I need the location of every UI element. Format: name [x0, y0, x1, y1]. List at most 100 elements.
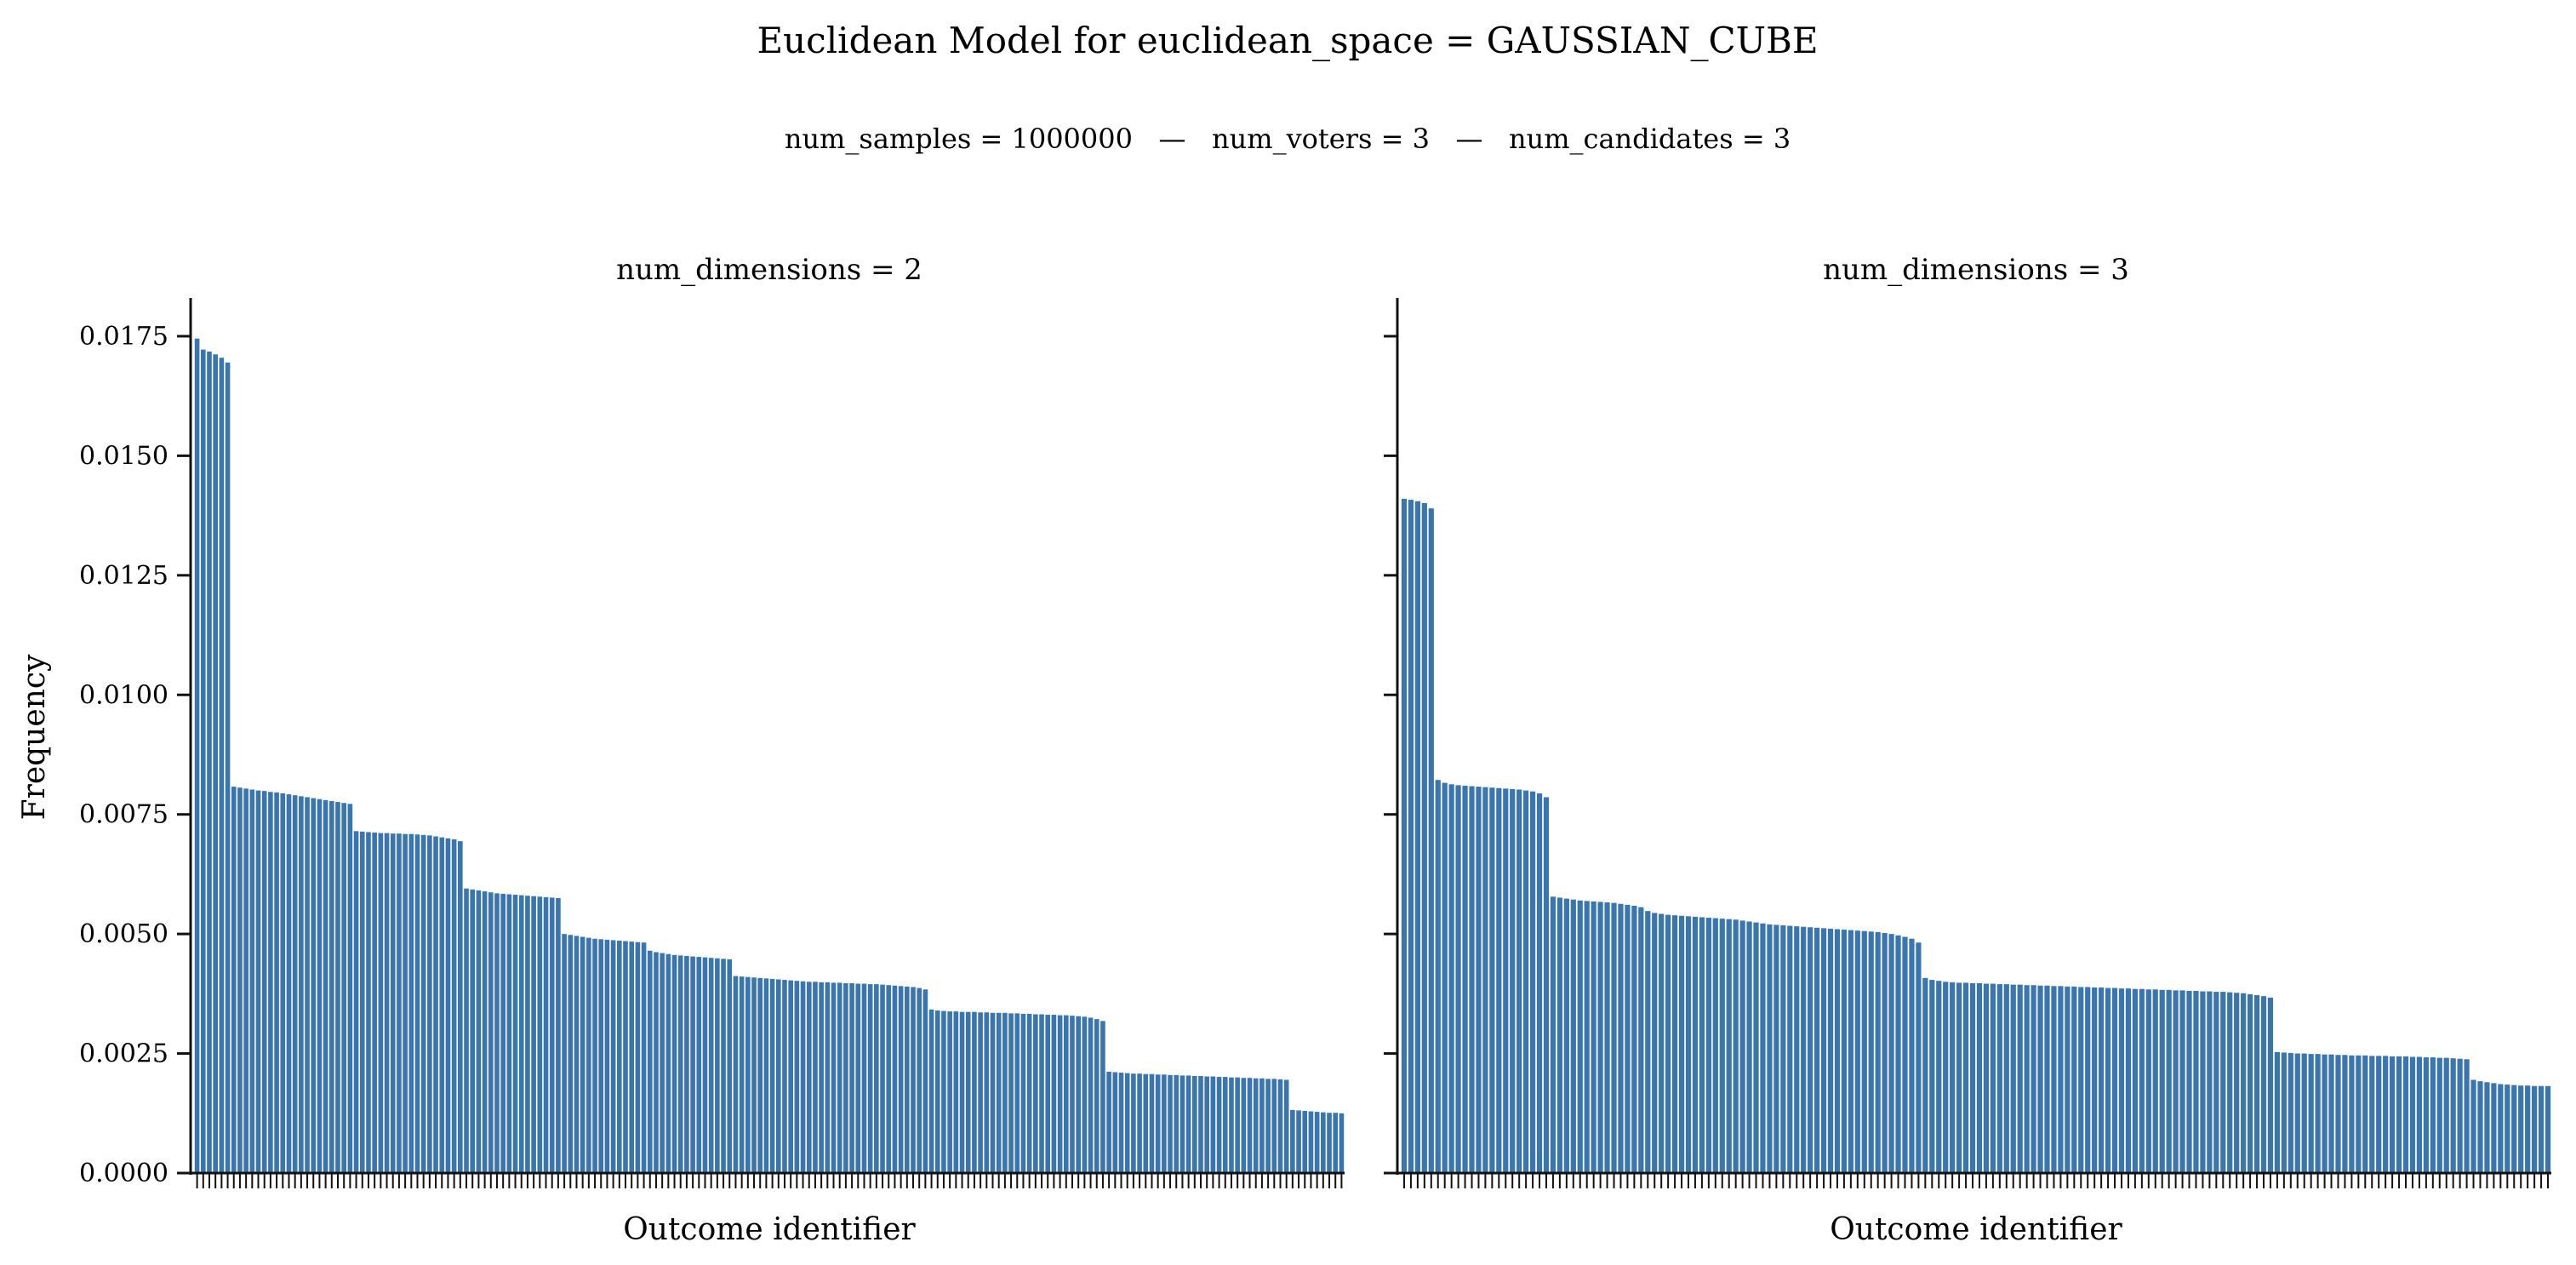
bar — [874, 984, 879, 1173]
bar — [2044, 985, 2050, 1173]
bar — [794, 981, 800, 1173]
bar — [2139, 988, 2145, 1173]
bar — [1408, 500, 1414, 1173]
bar — [433, 836, 438, 1173]
bar — [2207, 991, 2213, 1173]
bar — [813, 982, 818, 1173]
x-axis-label: Outcome identifier — [1830, 1212, 2122, 1247]
bar — [1611, 902, 1617, 1173]
bar — [1204, 1076, 1209, 1173]
bar — [665, 953, 671, 1173]
bar — [660, 953, 665, 1173]
bar — [1482, 787, 1488, 1173]
bar — [1448, 784, 1454, 1173]
bar — [372, 833, 377, 1173]
bar — [2477, 1081, 2483, 1173]
bar — [867, 984, 873, 1173]
bar — [1841, 930, 1848, 1173]
bar — [1094, 1019, 1100, 1173]
bar — [1652, 913, 1658, 1173]
bar — [586, 937, 591, 1173]
bar — [359, 831, 365, 1173]
bar — [341, 803, 346, 1173]
bar — [243, 788, 248, 1173]
bar — [1296, 1110, 1301, 1173]
bar — [2356, 1055, 2362, 1173]
bar — [1820, 928, 1827, 1173]
chart-subtitle: num_samples = 1000000 — num_voters = 3 —… — [785, 123, 1791, 155]
bar — [2010, 984, 2016, 1173]
bar — [305, 797, 310, 1173]
bar — [843, 982, 848, 1173]
bar — [702, 957, 708, 1173]
bar — [2024, 985, 2030, 1173]
bar — [2118, 988, 2125, 1173]
bar — [684, 955, 689, 1173]
bars — [194, 338, 1345, 1174]
bar — [1327, 1113, 1332, 1173]
chart-title: Euclidean Model for euclidean_space = GA… — [757, 20, 1818, 61]
bar — [1235, 1077, 1240, 1173]
bar — [2288, 1053, 2293, 1173]
bar — [629, 942, 634, 1173]
bar — [1290, 1109, 1295, 1173]
bar — [880, 984, 885, 1173]
bar — [543, 896, 549, 1173]
bar — [1719, 919, 1725, 1173]
bar — [403, 833, 408, 1173]
bar — [1922, 977, 1928, 1173]
bar — [1039, 1014, 1044, 1173]
bar — [2247, 993, 2253, 1173]
bar — [1618, 903, 1624, 1173]
bar — [1333, 1113, 1339, 1173]
bar — [408, 833, 414, 1173]
bar — [1283, 1079, 1289, 1173]
bar — [274, 792, 279, 1173]
bar — [671, 954, 677, 1173]
bar — [861, 983, 867, 1173]
bar — [2484, 1082, 2490, 1173]
bar — [984, 1012, 990, 1173]
bar — [537, 896, 543, 1173]
bar — [574, 936, 580, 1173]
bar — [1253, 1078, 1259, 1173]
bar — [1168, 1074, 1173, 1173]
panel-title: num_dimensions = 2 — [616, 253, 922, 287]
bar — [2132, 988, 2138, 1173]
bar — [1929, 980, 1935, 1173]
bar — [2443, 1057, 2449, 1173]
bar — [531, 896, 536, 1173]
bar — [568, 935, 574, 1173]
bar — [1321, 1112, 1326, 1173]
bar — [2498, 1084, 2504, 1173]
bar — [2179, 990, 2185, 1173]
bar — [1712, 918, 1718, 1173]
bar — [905, 986, 910, 1173]
bar — [2220, 992, 2226, 1173]
bar — [194, 338, 200, 1173]
bar — [1794, 926, 1800, 1173]
bar — [965, 1011, 971, 1173]
bar — [2166, 989, 2172, 1173]
bar — [953, 1011, 959, 1173]
bar — [2505, 1085, 2510, 1173]
bar — [2464, 1059, 2470, 1173]
bar — [2159, 989, 2165, 1173]
bar — [819, 982, 824, 1173]
bar — [1969, 982, 1976, 1173]
bar — [1950, 982, 1956, 1173]
bar — [1665, 914, 1671, 1173]
bar — [378, 833, 384, 1173]
bar — [323, 799, 328, 1173]
bar — [347, 804, 353, 1173]
bar — [292, 795, 298, 1173]
bar — [996, 1012, 1002, 1173]
bar — [696, 957, 702, 1173]
bar — [1088, 1017, 1094, 1173]
bar — [1314, 1112, 1320, 1173]
bar — [1739, 920, 1745, 1173]
bar — [1943, 982, 1949, 1173]
bar — [1002, 1012, 1008, 1173]
bar — [2071, 986, 2077, 1173]
